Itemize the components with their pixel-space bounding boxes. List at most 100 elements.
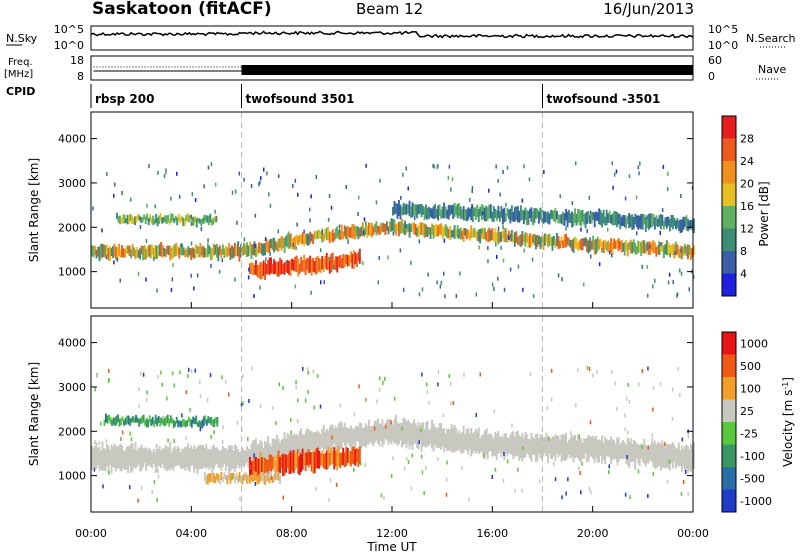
velocity-cell [212, 473, 215, 483]
power-speckle [379, 178, 381, 183]
power-speckle [481, 228, 483, 233]
power-cell [637, 215, 640, 230]
power-speckle [363, 217, 366, 222]
velocity-cell [234, 476, 236, 484]
power-cell [620, 216, 623, 227]
power-speckle [523, 164, 525, 169]
velocity-cell [462, 425, 465, 453]
velocity-cell [273, 438, 275, 460]
power-cell [146, 246, 149, 258]
noise-tick-bottom: 10^0 [54, 39, 84, 52]
power-cell [303, 254, 306, 273]
velocity-cell [277, 471, 280, 481]
power-cell [489, 204, 492, 219]
power-cell [384, 223, 387, 235]
power-speckle [600, 247, 603, 252]
velocity-cell [519, 436, 522, 459]
velocity-cell [595, 436, 598, 458]
velocity-cell [133, 448, 135, 468]
velocity-cell [529, 438, 531, 459]
velocity-cell [321, 450, 324, 467]
power-speckle [580, 227, 582, 232]
velocity-cell [167, 447, 170, 470]
velocity-ytick-label: 4000 [58, 337, 86, 350]
power-speckle [172, 263, 174, 268]
power-cell [177, 214, 180, 222]
velocity-speckle [446, 460, 448, 465]
velocity-cell [622, 440, 625, 460]
velocity-cell [280, 455, 283, 469]
velocity-cell [224, 474, 227, 481]
power-cell [571, 240, 573, 252]
power-cell [210, 219, 213, 226]
power-cell [301, 232, 304, 244]
power-cell [410, 224, 412, 233]
velocity-cell [262, 457, 265, 476]
power-speckle [624, 196, 627, 201]
velocity-cell [416, 426, 418, 448]
velocity-cell [538, 438, 540, 455]
power-cell [319, 259, 322, 273]
power-speckle [505, 202, 507, 207]
power-cell [492, 232, 495, 242]
velocity-cell [253, 470, 256, 480]
noise-tick-top: 10^5 [54, 23, 84, 36]
power-cell [417, 225, 420, 238]
velocity-speckle [666, 479, 669, 484]
velocity-cell [274, 460, 277, 473]
velocity-cell [196, 446, 199, 474]
velocity-speckle [589, 420, 592, 425]
power-cell [261, 263, 263, 280]
velocity-cell [306, 452, 309, 466]
velocity-speckle [273, 467, 275, 472]
velocity-cell [200, 445, 203, 470]
power-cell [206, 215, 209, 223]
power-cell [661, 242, 664, 252]
velocity-cell [212, 444, 215, 470]
power-cell [352, 250, 355, 269]
velocity-cell [139, 447, 142, 472]
velocity-cell [276, 472, 278, 480]
power-cell [638, 241, 641, 253]
power-speckle [502, 225, 504, 230]
cpid-panel: CPID rbsp 200 twofsound 3501 twofsound -35… [6, 84, 660, 108]
velocity-cell [199, 421, 202, 428]
velocity-cell [274, 439, 277, 462]
power-cell [364, 221, 367, 235]
velocity-cell [602, 442, 605, 460]
velocity-speckle [627, 430, 629, 435]
velocity-cell [369, 426, 372, 442]
power-cell [144, 216, 147, 224]
velocity-cell [151, 416, 154, 425]
velocity-cell [163, 418, 166, 427]
velocity-speckle [282, 386, 284, 390]
power-cell [423, 223, 426, 238]
velocity-cell [309, 452, 312, 465]
velocity-cell [677, 442, 680, 467]
velocity-speckle [107, 379, 110, 384]
xtick-label: 12:00 [376, 527, 408, 540]
velocity-speckle [189, 407, 191, 412]
velocity-cell [160, 417, 163, 424]
velocity-cell [112, 446, 114, 467]
power-cell [279, 257, 281, 275]
power-cell [652, 240, 655, 254]
power-speckle [321, 230, 323, 235]
velocity-cell [182, 448, 185, 469]
velocity-cell [218, 476, 221, 485]
xtick-label: 08:00 [276, 527, 308, 540]
power-cell [100, 243, 102, 259]
power-cell [322, 258, 325, 272]
velocity-cell [357, 449, 360, 467]
velocity-speckle [651, 433, 653, 438]
velocity-speckle [209, 373, 212, 378]
velocity-cell [193, 417, 196, 425]
power-cell [662, 245, 665, 259]
velocity-cell [333, 428, 336, 444]
velocity-cell [592, 435, 595, 460]
velocity-cell [483, 431, 486, 460]
velocity-cell [310, 431, 313, 451]
power-cell [428, 226, 430, 235]
velocity-cell [217, 449, 220, 468]
power-cell [665, 240, 668, 256]
